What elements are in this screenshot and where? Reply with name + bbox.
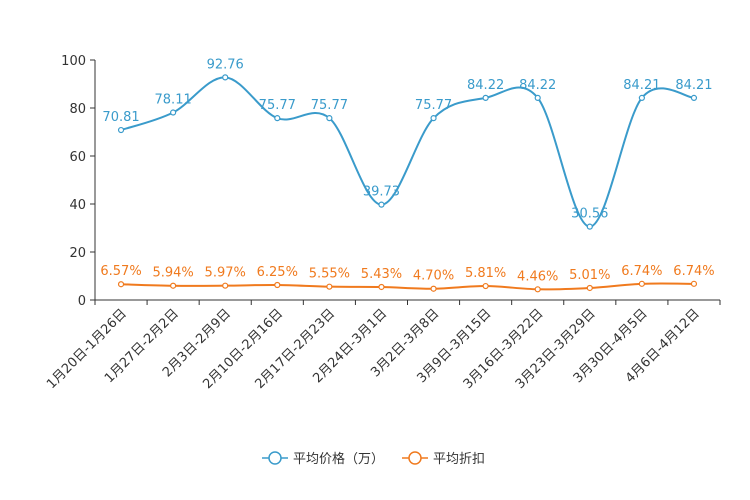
data-label: 39.73: [363, 185, 400, 200]
data-point: [690, 280, 698, 287]
data-point: [326, 283, 333, 290]
data-label: 84.22: [467, 78, 504, 93]
data-label: 5.43%: [361, 267, 402, 282]
series-line-0: [120, 76, 695, 228]
data-labels: 70.81 78.11 92.76 75.77 75.77 39.73 75.77 84.22…: [100, 57, 714, 284]
data-point: [117, 281, 125, 288]
data-label: 92.76: [207, 57, 244, 72]
y-tick-label: 20: [69, 246, 86, 261]
data-point: [430, 115, 437, 122]
data-point: [586, 223, 593, 230]
data-label: 84.22: [519, 78, 556, 93]
data-point: [170, 282, 177, 289]
data-label: 4.46%: [517, 269, 558, 284]
data-label: 5.81%: [465, 266, 506, 281]
data-point: [482, 282, 489, 290]
series-line-1: [121, 282, 694, 291]
data-point: [378, 283, 385, 291]
data-point: [274, 281, 281, 289]
data-point: [170, 109, 177, 116]
series-layer: [117, 74, 698, 293]
data-label: 84.21: [675, 78, 712, 93]
data-label: 6.74%: [621, 264, 662, 279]
data-label: 5.94%: [152, 266, 193, 281]
data-label: 78.11: [155, 93, 192, 108]
y-tick-label: 0: [78, 294, 86, 309]
data-label: 30.56: [571, 207, 608, 222]
data-point: [117, 126, 125, 134]
data-label: 75.77: [259, 98, 296, 113]
data-label: 5.97%: [205, 266, 246, 281]
y-tick-label: 100: [61, 54, 86, 69]
data-point: [638, 94, 645, 101]
axes: 0204060801001月20日-1月26日1月27日-2月2日2月3日-2月…: [44, 54, 721, 392]
y-tick-label: 40: [69, 198, 86, 213]
y-tick-label: 80: [69, 102, 86, 117]
data-label: 70.81: [102, 110, 139, 125]
data-label: 6.57%: [100, 264, 141, 279]
data-point: [430, 285, 437, 292]
data-point: [222, 74, 229, 81]
data-label: 5.01%: [569, 268, 610, 283]
data-point: [378, 201, 385, 208]
y-tick-label: 60: [69, 150, 86, 165]
legend: 平均价格（万） 平均折扣: [262, 451, 485, 467]
data-point: [638, 280, 645, 287]
legend-label-0: 平均价格（万）: [293, 451, 384, 467]
data-point: [534, 286, 541, 293]
data-point: [326, 115, 333, 122]
data-point: [586, 284, 593, 292]
data-point: [274, 115, 281, 122]
data-label: 5.55%: [309, 267, 350, 282]
data-label: 6.25%: [257, 265, 298, 280]
data-label: 6.74%: [673, 264, 714, 279]
data-label: 75.77: [311, 98, 348, 113]
legend-label-1: 平均折扣: [433, 452, 485, 467]
data-label: 4.70%: [413, 269, 454, 284]
legend-marker-0: [268, 451, 282, 465]
data-label: 75.77: [415, 98, 452, 113]
legend-marker-1: [408, 451, 422, 465]
data-point: [222, 282, 229, 289]
data-label: 84.21: [623, 78, 660, 93]
data-point: [534, 94, 541, 101]
data-point: [482, 94, 489, 101]
data-point: [690, 94, 698, 101]
